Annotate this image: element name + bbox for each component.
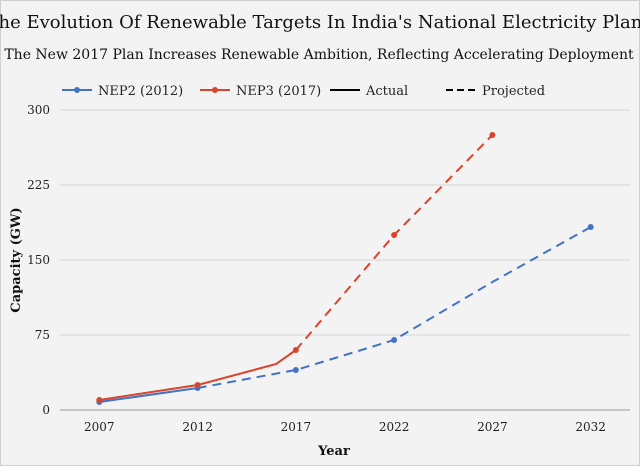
series-layer: [96, 132, 594, 405]
series-1-actual-line: [99, 349, 297, 401]
series-0-point-4: [587, 224, 594, 230]
series-1-point-0: [96, 397, 103, 403]
legend-label: Projected: [482, 84, 545, 99]
legend-label: NEP3 (2017): [236, 84, 321, 99]
y-tick-label: 150: [27, 253, 50, 267]
series-0: [96, 224, 594, 405]
x-tick-label: 2007: [84, 420, 115, 434]
series-1-point-3: [391, 232, 398, 238]
x-tick-label: 2032: [575, 420, 606, 434]
x-tick-label: 2022: [379, 420, 410, 434]
legend: NEP2 (2012) NEP3 (2017) Actual Projected: [62, 84, 545, 99]
y-axis-ticks: 0 75 150 225 300: [27, 103, 50, 417]
y-tick-label: 75: [35, 328, 50, 342]
grid: [60, 109, 630, 411]
series-0-point-3: [391, 337, 398, 343]
y-tick-label: 0: [42, 403, 50, 417]
legend-label: Actual: [365, 84, 408, 99]
series-0-point-2: [292, 367, 299, 373]
series-0-actual-line: [99, 387, 198, 403]
y-tick-label: 225: [27, 178, 50, 192]
x-tick-label: 2017: [281, 420, 312, 434]
series-0-projected-line: [197, 226, 592, 389]
chart-title: The Evolution Of Renewable Targets In In…: [0, 12, 640, 33]
chart-subtitle: The New 2017 Plan Increases Renewable Am…: [4, 47, 634, 63]
x-axis-ticks: 2007 2012 2017 2022 2027 2032: [84, 420, 606, 434]
x-tick-label: 2012: [182, 420, 213, 434]
series-1-point-2: [292, 347, 299, 353]
legend-marker-1: [212, 87, 218, 93]
legend-marker-0: [74, 87, 80, 93]
legend-label: NEP2 (2012): [98, 84, 183, 99]
series-1: [96, 132, 496, 403]
series-1-projected-line: [295, 134, 494, 351]
series-1-point-4: [489, 132, 496, 138]
y-tick-label: 300: [27, 103, 50, 117]
x-axis-label: Year: [317, 444, 350, 459]
x-tick-label: 2027: [477, 420, 508, 434]
y-axis-label: Capacity (GW): [9, 207, 24, 312]
series-1-point-1: [194, 382, 201, 388]
